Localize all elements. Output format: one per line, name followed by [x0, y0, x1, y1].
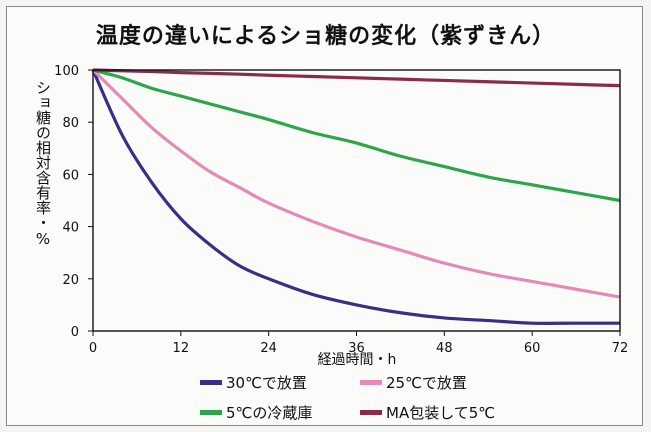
x-axis-label: 経過時間・h: [318, 352, 397, 368]
legend-label-30c: 30℃で放置: [226, 374, 307, 392]
y-tick-label: 20: [62, 273, 79, 288]
legend-item-5c: 5℃の冷蔵庫: [200, 402, 312, 423]
x-tick-label: 36: [348, 341, 365, 356]
plot-border: [92, 69, 621, 332]
legend-item-ma: MA包装して5℃: [360, 402, 495, 423]
legend-label-5c: 5℃の冷蔵庫: [226, 404, 313, 422]
legend-item-25c: 25℃で放置: [360, 372, 467, 393]
legend-label-ma: MA包装して5℃: [386, 404, 496, 422]
y-tick-label: 0: [71, 325, 79, 340]
series-line-3: [92, 68, 621, 88]
x-tick-label: 60: [524, 341, 541, 356]
legend-label-25c: 25℃で放置: [386, 374, 467, 392]
legend-item-30c: 30℃で放置: [200, 372, 307, 393]
y-tick-label: 60: [62, 168, 79, 183]
x-tick-label: 12: [173, 341, 190, 356]
series-line-2: [92, 68, 621, 203]
chart-title: 温度の違いによるショ糖の変化（紫ずきん）: [95, 24, 556, 49]
y-axis-label: ショ糖の相対含有率・%: [34, 80, 52, 248]
legend-swatch-30c: [200, 380, 222, 385]
series-line-0: [91, 69, 620, 325]
legend-swatch-5c: [200, 410, 222, 415]
legend-swatch-25c: [360, 380, 382, 385]
y-tick-label: 80: [62, 116, 79, 131]
series-line-1: [91, 68, 621, 299]
x-tick-label: 0: [89, 341, 97, 356]
x-tick-label: 72: [612, 341, 629, 356]
legend-swatch-ma: [360, 410, 382, 415]
legend: 30℃で放置 25℃で放置 5℃の冷蔵庫 MA包装して5℃: [200, 372, 620, 428]
x-tick-label: 48: [436, 341, 453, 356]
x-tick-label: 24: [260, 341, 277, 356]
y-tick-label: 40: [62, 221, 79, 236]
y-tick-label: 100: [54, 64, 79, 79]
